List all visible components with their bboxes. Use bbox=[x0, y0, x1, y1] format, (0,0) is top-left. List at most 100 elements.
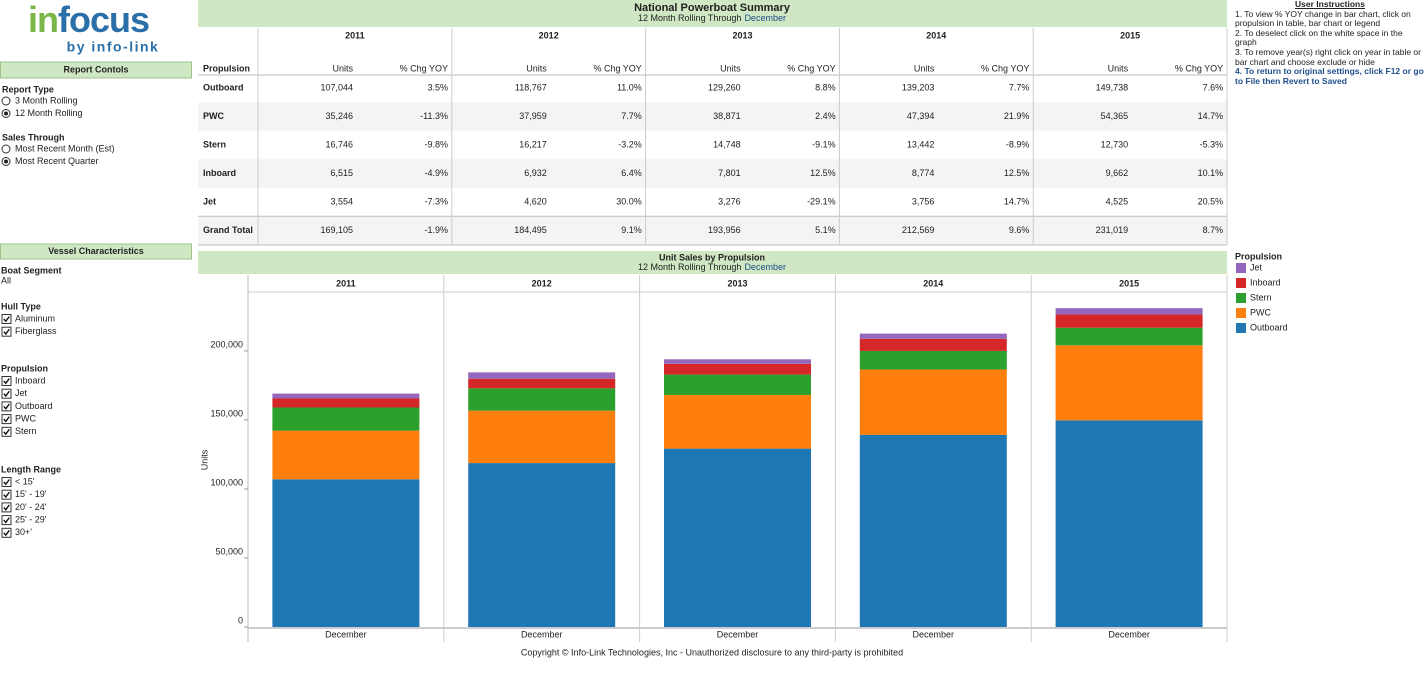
pane-header: 2014 bbox=[923, 278, 943, 288]
legend-swatch[interactable] bbox=[1236, 323, 1246, 333]
checkbox[interactable] bbox=[1, 426, 12, 437]
radio-label: 12 Month Rolling bbox=[15, 108, 83, 118]
checkbox[interactable] bbox=[1, 515, 12, 526]
bar-segment[interactable] bbox=[468, 378, 616, 389]
bar-segment[interactable] bbox=[859, 338, 1007, 351]
instructions-title: User Instructions bbox=[1295, 0, 1365, 9]
bar-segment[interactable] bbox=[272, 479, 420, 627]
legend-label: Inboard bbox=[1250, 277, 1281, 287]
filter-label: Hull Type bbox=[1, 301, 41, 311]
checkbox[interactable] bbox=[1, 502, 12, 513]
checkbox-check bbox=[3, 529, 10, 537]
table-cell: -29.1% bbox=[807, 196, 836, 206]
table-cell: 184,495 bbox=[514, 225, 547, 235]
radio-button[interactable] bbox=[1, 144, 11, 154]
column-header: Units bbox=[332, 63, 353, 73]
logo-part: in bbox=[28, 0, 58, 40]
table-cell: 16,217 bbox=[519, 139, 547, 149]
year-header: 2013 bbox=[732, 30, 752, 40]
bar-segment[interactable] bbox=[664, 359, 811, 364]
table-cell: 35,246 bbox=[325, 111, 353, 121]
subtitle-period: December bbox=[744, 13, 786, 23]
legend-swatch[interactable] bbox=[1236, 293, 1246, 303]
checkbox[interactable] bbox=[1, 489, 12, 500]
bar-segment[interactable] bbox=[859, 333, 1007, 339]
bar-segment[interactable] bbox=[468, 388, 616, 411]
radio-label: Most Recent Month (Est) bbox=[15, 143, 115, 153]
checkbox[interactable] bbox=[1, 401, 12, 412]
bar-segment[interactable] bbox=[1055, 345, 1203, 421]
bar-segment[interactable] bbox=[664, 374, 811, 395]
table-cell: -9.8% bbox=[424, 139, 448, 149]
checkbox[interactable] bbox=[1, 314, 12, 324]
legend-label: Outboard bbox=[1250, 322, 1288, 332]
row-header: Stern bbox=[203, 139, 226, 149]
legend-label: Jet bbox=[1250, 262, 1263, 272]
table-cell: -11.3% bbox=[420, 111, 448, 121]
x-tick-label: December bbox=[717, 629, 759, 639]
checkbox-label: 25' - 29' bbox=[15, 514, 47, 524]
checkbox[interactable] bbox=[1, 388, 12, 399]
checkbox[interactable] bbox=[1, 477, 12, 487]
legend-label: PWC bbox=[1250, 307, 1271, 317]
bar-segment[interactable] bbox=[1055, 308, 1203, 315]
legend-swatch[interactable] bbox=[1236, 263, 1246, 273]
checkbox-check bbox=[3, 504, 10, 511]
legend-swatch[interactable] bbox=[1236, 308, 1246, 318]
table-cell: 5.1% bbox=[815, 225, 836, 235]
table-cell: 7.7% bbox=[621, 111, 642, 121]
checkbox-label: Jet bbox=[15, 388, 28, 398]
bar-segment[interactable] bbox=[859, 369, 1007, 435]
table-cell: -4.9% bbox=[424, 168, 448, 178]
bar-segment[interactable] bbox=[664, 448, 811, 627]
bar-segment[interactable] bbox=[664, 363, 811, 375]
table-cell: -9.1% bbox=[812, 139, 836, 149]
bar-segment[interactable] bbox=[272, 393, 420, 399]
checkbox[interactable] bbox=[1, 527, 12, 538]
checkbox[interactable] bbox=[1, 326, 12, 337]
bar-segment[interactable] bbox=[664, 394, 811, 449]
instruction-item: 2. To deselect click on the white space … bbox=[1235, 27, 1403, 48]
checkbox-label: Outboard bbox=[15, 401, 53, 411]
table-cell: -8.9% bbox=[1006, 139, 1030, 149]
filter-label: Propulsion bbox=[1, 363, 48, 373]
table-cell: 139,203 bbox=[902, 82, 935, 92]
section-header-label: Vessel Characteristics bbox=[48, 246, 144, 256]
table-cell: -7.3% bbox=[424, 196, 448, 206]
bar-segment[interactable] bbox=[859, 434, 1007, 627]
table-cell: 3,554 bbox=[330, 196, 353, 206]
bar-segment[interactable] bbox=[272, 407, 420, 431]
logo-part: focus bbox=[58, 0, 149, 40]
table-row-band bbox=[198, 216, 1227, 245]
checkbox-label: Aluminum bbox=[15, 313, 55, 323]
table-title: National Powerboat Summary bbox=[634, 2, 791, 14]
table-cell: 3,756 bbox=[912, 196, 935, 206]
radio-selected bbox=[4, 111, 8, 116]
checkbox-label: 30+' bbox=[15, 527, 32, 537]
bar-segment[interactable] bbox=[468, 372, 616, 379]
bar-segment[interactable] bbox=[1055, 420, 1203, 627]
table-cell: 107,044 bbox=[320, 82, 353, 92]
bar-segment[interactable] bbox=[859, 350, 1007, 370]
table-cell: 212,569 bbox=[902, 225, 935, 235]
table-cell: 37,959 bbox=[519, 111, 547, 121]
table-row-band bbox=[198, 159, 1227, 188]
checkbox-check bbox=[3, 428, 10, 436]
year-header: 2011 bbox=[345, 30, 365, 40]
checkbox-check bbox=[3, 479, 10, 486]
checkbox[interactable] bbox=[1, 414, 12, 425]
bar-segment[interactable] bbox=[1055, 314, 1203, 328]
bar-segment[interactable] bbox=[272, 430, 420, 480]
filter-label: Boat Segment bbox=[1, 265, 62, 275]
radio-button[interactable] bbox=[1, 96, 11, 106]
bar-segment[interactable] bbox=[272, 398, 420, 408]
table-cell: -1.9% bbox=[424, 225, 448, 235]
bar-segment[interactable] bbox=[468, 410, 616, 464]
table-cell: 14.7% bbox=[1004, 196, 1030, 206]
bar-segment[interactable] bbox=[1055, 327, 1203, 346]
legend-swatch[interactable] bbox=[1236, 278, 1246, 288]
checkbox[interactable] bbox=[1, 376, 12, 386]
table-cell: 8.7% bbox=[1203, 225, 1224, 235]
bar-segment[interactable] bbox=[468, 463, 616, 627]
